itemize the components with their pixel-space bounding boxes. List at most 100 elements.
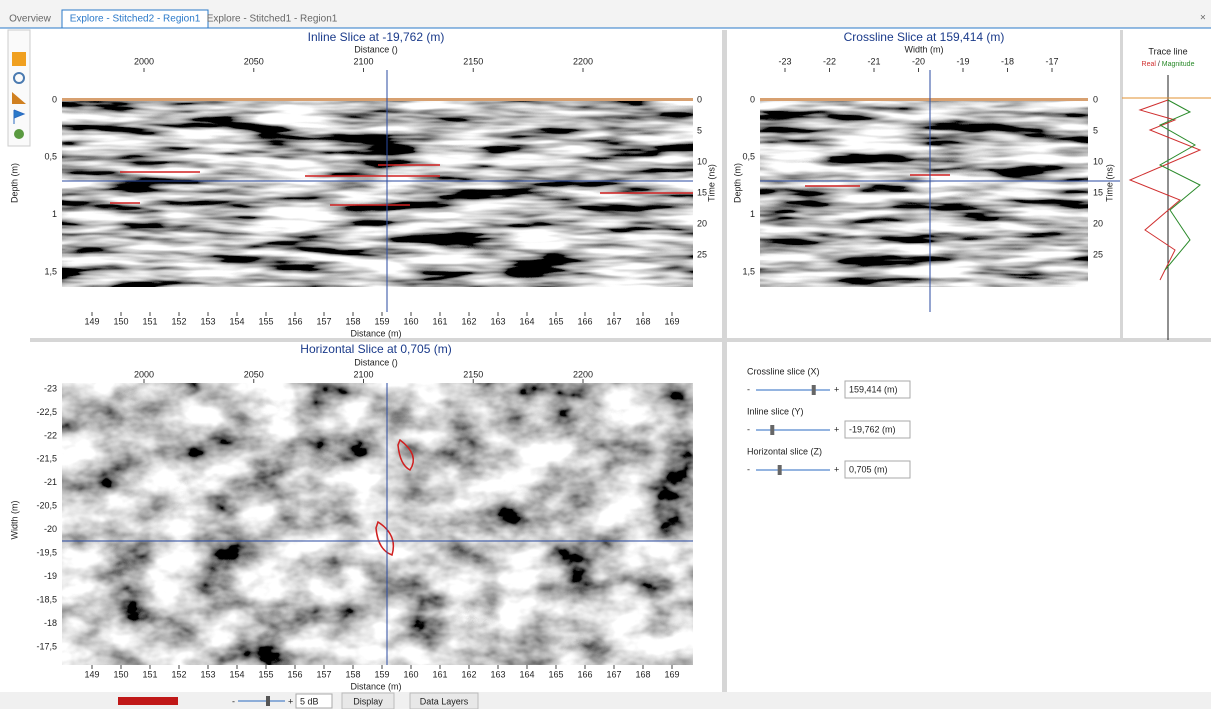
top-tick-label: 2000	[134, 369, 154, 379]
control-label: Inline slice (Y)	[747, 406, 804, 416]
slider-thumb[interactable]	[812, 385, 816, 395]
display-label: Display	[353, 696, 383, 706]
tab-label[interactable]: Overview	[9, 14, 51, 25]
trace-legend: Real / Magnitude	[1142, 61, 1195, 68]
bottom-tick-label: 156	[287, 669, 302, 679]
width-tick-label: -19,5	[36, 548, 57, 558]
bottom-tick-label: 158	[345, 669, 360, 679]
time-tick-label: 25	[1093, 249, 1103, 259]
surface-line	[760, 98, 1088, 101]
bottom-tick-label: 151	[142, 316, 157, 326]
depth-tick-label: 0,5	[44, 152, 57, 162]
gain-thumb[interactable]	[266, 696, 270, 706]
panel-title: Trace line	[1148, 46, 1187, 56]
width-tick-label: -19	[44, 571, 57, 581]
width-tick-label: -22	[44, 430, 57, 440]
top-tick-label: -21	[867, 56, 880, 66]
bottom-tick-label: 149	[84, 669, 99, 679]
depth-tick-label: 1	[52, 209, 57, 219]
top-tick-label: 2100	[353, 369, 373, 379]
bottom-tick-label: 159	[374, 669, 389, 679]
axis-label: Distance ()	[354, 44, 398, 54]
bottom-tick-label: 154	[229, 316, 244, 326]
width-tick-label: -21	[44, 477, 57, 487]
bottom-tick-label: 159	[374, 316, 389, 326]
bottom-tick-label: 153	[200, 669, 215, 679]
bottom-tick-label: 150	[113, 669, 128, 679]
bottom-tick-label: 157	[316, 669, 331, 679]
width-tick-label: -18,5	[36, 594, 57, 604]
bottom-tick-label: 169	[664, 669, 679, 679]
trace-real	[1130, 100, 1200, 280]
value-text: -19,762 (m)	[849, 424, 896, 434]
close-window[interactable]: ×	[1200, 13, 1206, 24]
width-tick-label: -21,5	[36, 454, 57, 464]
axis-label: Width (m)	[9, 501, 19, 540]
slider-thumb[interactable]	[770, 425, 774, 435]
top-tick-label: 2050	[244, 56, 264, 66]
axis-label: Distance (m)	[350, 328, 401, 338]
tab-label[interactable]: Explore - Stitched1 - Region1	[207, 14, 338, 25]
bottom-tick-label: 161	[432, 316, 447, 326]
time-tick-label: 25	[697, 249, 707, 259]
panel-title: Crossline Slice at 159,414 (m)	[844, 30, 1005, 44]
bottom-tick-label: 166	[577, 316, 592, 326]
bottom-tick-label: 166	[577, 669, 592, 679]
top-tick-label: -20	[912, 56, 925, 66]
bottom-tick-label: 167	[606, 669, 621, 679]
bottom-tick-label: 169	[664, 316, 679, 326]
bottom-tick-label: 164	[519, 669, 534, 679]
slider-plus[interactable]: +	[834, 424, 839, 434]
bottom-tick-label: 158	[345, 316, 360, 326]
control-label: Crossline slice (X)	[747, 366, 820, 376]
axis-label: Distance (m)	[350, 681, 401, 691]
bottom-tick-label: 161	[432, 669, 447, 679]
slider-minus[interactable]: -	[747, 384, 750, 394]
slider-minus: -	[232, 696, 235, 706]
bottom-tick-label: 154	[229, 669, 244, 679]
bottom-tick-label: 168	[635, 669, 650, 679]
slider-minus[interactable]: -	[747, 424, 750, 434]
axis-label: Depth (m)	[732, 163, 742, 203]
axis-label: Depth (m)	[9, 163, 19, 203]
slider-thumb[interactable]	[778, 465, 782, 475]
bottom-tick-label: 167	[606, 316, 621, 326]
pan-tool[interactable]	[12, 52, 26, 66]
top-tick-label: -22	[823, 56, 836, 66]
bottom-tick-label: 160	[403, 316, 418, 326]
bottom-tick-label: 163	[490, 316, 505, 326]
slider-minus[interactable]: -	[747, 464, 750, 474]
depth-tick-label: 1,5	[44, 266, 57, 276]
slider-plus[interactable]: +	[834, 464, 839, 474]
panel-title: Horizontal Slice at 0,705 (m)	[300, 342, 451, 356]
tab-label[interactable]: Explore - Stitched2 - Region1	[70, 14, 201, 25]
control-label: Horizontal slice (Z)	[747, 446, 822, 456]
top-tick-label: -19	[956, 56, 969, 66]
horizontal-splitter[interactable]	[30, 338, 1211, 342]
depth-tick-label: 1,5	[742, 266, 755, 276]
bottom-tick-label: 152	[171, 316, 186, 326]
axis-label: Distance ()	[354, 357, 398, 367]
top-tick-label: 2000	[134, 56, 154, 66]
slider-plus: +	[288, 696, 293, 706]
bottom-tick-label: 153	[200, 316, 215, 326]
time-tick-label: 0	[697, 94, 702, 104]
crossline-radargram	[760, 98, 1088, 287]
gain-value: 5 dB	[300, 696, 319, 706]
tool-palette	[8, 30, 30, 146]
panel-title: Inline Slice at -19,762 (m)	[308, 30, 445, 44]
target-tool[interactable]	[14, 129, 24, 139]
axis-label: Time (ns)	[1104, 164, 1114, 202]
time-tick-label: 15	[1093, 187, 1103, 197]
bottom-tick-label: 156	[287, 316, 302, 326]
status-toolbar	[0, 692, 1211, 709]
trace-splitter[interactable]	[1120, 30, 1123, 340]
depth-tick-label: 0	[750, 94, 755, 104]
top-tick-label: 2100	[353, 56, 373, 66]
top-tick-label: 2050	[244, 369, 264, 379]
vertical-splitter[interactable]	[722, 30, 727, 709]
depth-tick-label: 0,5	[742, 152, 755, 162]
slider-plus[interactable]: +	[834, 384, 839, 394]
time-tick-label: 10	[1093, 156, 1103, 166]
app-window: × Overview Explore - Stitched2 - Region1 E…	[0, 0, 1211, 709]
